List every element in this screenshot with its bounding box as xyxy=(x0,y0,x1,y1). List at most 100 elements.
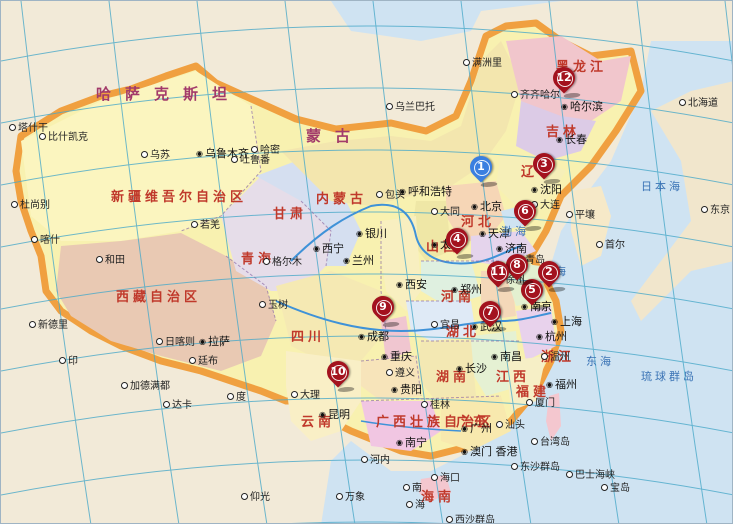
city-label: 日喀则 xyxy=(156,338,195,348)
map-marker-11[interactable]: 11 xyxy=(482,256,517,295)
place-label: 仰光 xyxy=(241,493,270,503)
city-label: 喀什 xyxy=(31,236,60,246)
pin-ring xyxy=(483,305,499,321)
place-label: 首尔 xyxy=(596,241,625,251)
province-label: 江西 xyxy=(496,370,531,385)
capital-label: 成都 xyxy=(358,331,389,342)
sea-label: 琉球群岛 xyxy=(641,370,697,383)
capital-label: 西安 xyxy=(396,279,427,290)
capital-label: 昆明 xyxy=(319,409,350,420)
meridian-line xyxy=(284,1,356,523)
japan-land xyxy=(631,81,732,321)
capital-label: 济南 xyxy=(496,243,527,254)
city-label: 若羌 xyxy=(191,221,220,231)
hunan xyxy=(416,341,476,401)
map-marker-10[interactable]: 10 xyxy=(322,356,357,395)
city-label: 宜昌 xyxy=(431,321,460,331)
city-label: 乌苏 xyxy=(141,151,170,161)
capital-label: 广州 xyxy=(461,423,492,434)
parallel-line xyxy=(1,397,732,434)
parallel-line xyxy=(1,25,732,62)
capital-label: 西宁 xyxy=(313,243,344,254)
parallel-line xyxy=(1,273,732,310)
map-marker-3[interactable]: 3 xyxy=(528,148,563,187)
parallel-line xyxy=(1,149,732,186)
capital-label: 长春 xyxy=(556,134,587,145)
marker-number: 3 xyxy=(540,157,548,170)
province-label: 河北 xyxy=(461,215,496,230)
parallel-line xyxy=(1,87,732,124)
sea-label: 东海 xyxy=(586,355,614,368)
pin-ring xyxy=(491,265,507,281)
marker-number: 6 xyxy=(521,204,529,217)
map-marker-2[interactable]: 2 xyxy=(533,256,568,295)
map-marker-1[interactable]: 1 xyxy=(465,151,500,190)
province-label: 海南 xyxy=(421,490,456,505)
city-label: 格尔木 xyxy=(263,258,302,268)
place-label: 印 xyxy=(59,357,78,367)
jilin xyxy=(516,101,596,161)
country-label: 哈萨克斯坦 xyxy=(96,85,242,103)
place-label: 杜尚别 xyxy=(11,201,50,211)
meridian-line xyxy=(20,1,92,523)
meridian-line xyxy=(372,1,444,523)
parallel-line xyxy=(291,521,443,523)
capital-label: 天津 xyxy=(479,228,510,239)
place-label: 比什凯克 xyxy=(39,133,88,143)
place-label: 南 xyxy=(403,484,422,494)
marker-number: 1 xyxy=(477,160,485,173)
city-label: 包头 xyxy=(376,191,405,201)
map-marker-6[interactable]: 6 xyxy=(509,195,544,234)
parallel-line xyxy=(1,211,732,248)
province-label: 甘肃 xyxy=(273,207,308,222)
place-label: 巴士海峡 xyxy=(566,471,615,481)
place-label: 新德里 xyxy=(29,321,68,331)
meridian-line xyxy=(636,1,708,523)
country-label: 蒙古 xyxy=(306,127,365,145)
place-label: 东京 xyxy=(701,206,730,216)
capital-label: 上海 xyxy=(551,316,582,327)
capital-label: 乌鲁木齐 xyxy=(196,148,249,159)
place-label: 塔什干 xyxy=(9,124,48,134)
map-marker-9[interactable]: 9 xyxy=(367,291,402,330)
map-marker-12[interactable]: 12 xyxy=(548,62,583,101)
capital-label: 兰州 xyxy=(343,255,374,266)
city-label: 玉树 xyxy=(259,301,288,311)
capital-label: 郑州 xyxy=(451,284,482,295)
capital-label: 呼和浩特 xyxy=(399,186,452,197)
province-label: 四川 xyxy=(291,330,326,345)
capital-label: 福州 xyxy=(546,379,577,390)
place-label: 平壤 xyxy=(566,211,595,221)
place-label: 加德满都 xyxy=(121,382,170,392)
marker-number: 2 xyxy=(545,265,553,278)
place-label: 度 xyxy=(227,393,246,403)
marker-number: 9 xyxy=(379,300,387,313)
place-label: 台湾岛 xyxy=(531,438,570,448)
sea-label: 渤海 xyxy=(501,225,529,238)
province-label: 西藏自治区 xyxy=(116,290,202,305)
place-label: 东沙群岛 xyxy=(511,463,560,473)
qinghai xyxy=(221,176,331,291)
city-label: 大理 xyxy=(291,391,320,401)
map-marker-5[interactable]: 5 xyxy=(516,274,551,313)
map-marker-8[interactable]: 8 xyxy=(501,249,536,288)
place-label: 宝岛 xyxy=(601,484,630,494)
city-label: 大同 xyxy=(431,208,460,218)
map-marker-4[interactable]: 4 xyxy=(441,223,476,262)
river-pearl xyxy=(360,420,462,432)
marker-number: 12 xyxy=(556,71,572,84)
city-label: 温州 xyxy=(541,353,570,363)
city-label: 大连 xyxy=(531,201,560,211)
pin-ring xyxy=(376,300,392,316)
neimenggu xyxy=(281,41,521,206)
pin-ring xyxy=(557,71,573,87)
meridian-line xyxy=(196,1,268,523)
map-marker-7[interactable]: 7 xyxy=(474,296,509,335)
capital-label: 北京 xyxy=(471,201,502,212)
city-label: 满洲里 xyxy=(463,59,502,69)
place-label: 万象 xyxy=(336,493,365,503)
capital-label: 重庆 xyxy=(381,351,412,362)
city-label: 汕头 xyxy=(496,421,525,431)
capital-label: 南宁 xyxy=(396,437,427,448)
